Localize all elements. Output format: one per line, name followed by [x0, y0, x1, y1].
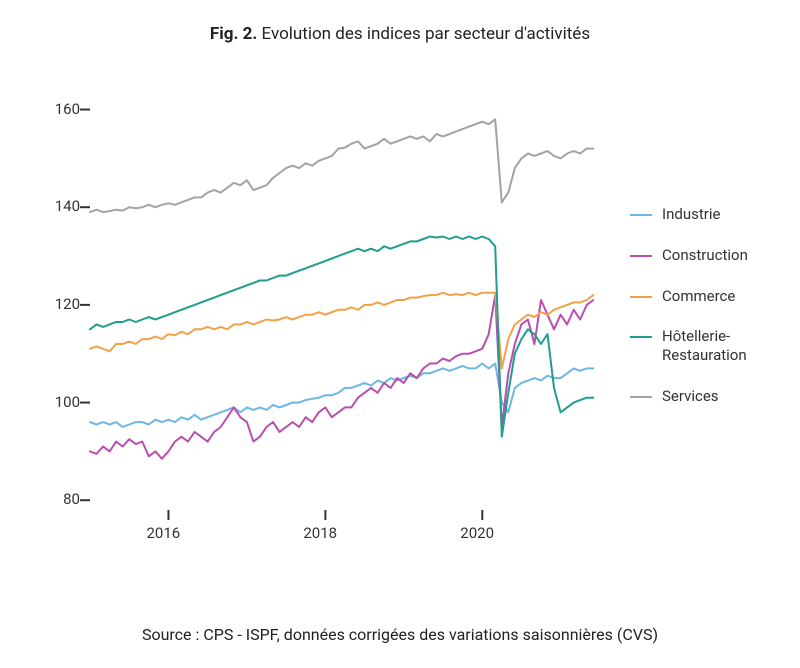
y-tick-label: 100 [46, 393, 80, 411]
x-tick-label: 2018 [303, 524, 337, 542]
legend-label: Commerce [662, 287, 735, 306]
legend-item: Hôtellerie-Restauration [630, 327, 790, 365]
chart-svg [40, 80, 600, 540]
figure-title: Fig. 2. Evolution des indices par secteu… [0, 24, 800, 44]
legend-label: Construction [662, 246, 748, 265]
figure-title-text: Evolution des indices par secteur d'acti… [262, 24, 591, 44]
y-tick-label: 160 [46, 100, 80, 118]
chart-area [40, 80, 600, 540]
series-services [90, 119, 593, 212]
legend-item: Industrie [630, 205, 790, 224]
legend-item: Construction [630, 246, 790, 265]
legend-label: Hôtellerie-Restauration [662, 327, 747, 365]
figure-container: Fig. 2. Evolution des indices par secteu… [0, 0, 800, 668]
series-construction [90, 295, 593, 459]
series-commerce [90, 293, 593, 369]
legend: Industrie Construction Commerce Hôtellerie-… [630, 205, 790, 428]
legend-swatch [630, 214, 652, 216]
legend-swatch [630, 296, 652, 298]
legend-swatch [630, 336, 652, 338]
legend-item: Services [630, 387, 790, 406]
y-tick-label: 120 [46, 295, 80, 313]
y-tick-label: 140 [46, 197, 80, 215]
y-tick-label: 80 [46, 490, 80, 508]
series-industrie [90, 364, 593, 428]
legend-swatch [630, 396, 652, 398]
figure-title-prefix: Fig. 2. [210, 24, 257, 44]
legend-label: Industrie [662, 205, 720, 224]
figure-source: Source : CPS - ISPF, données corrigées d… [0, 625, 800, 644]
x-tick-label: 2020 [460, 524, 494, 542]
legend-item: Commerce [630, 287, 790, 306]
legend-swatch [630, 255, 652, 257]
x-tick-label: 2016 [146, 524, 180, 542]
legend-label: Services [662, 387, 719, 406]
